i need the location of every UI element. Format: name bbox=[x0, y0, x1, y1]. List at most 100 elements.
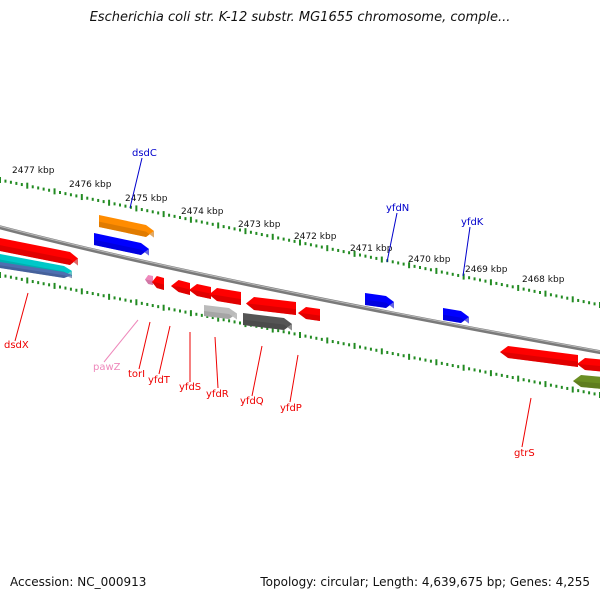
ruler-minor-tick bbox=[97, 293, 100, 297]
rna-feature[interactable] bbox=[99, 215, 154, 238]
ruler-minor-tick bbox=[309, 243, 312, 247]
ruler-minor-tick bbox=[266, 234, 269, 238]
ruler-major-tick bbox=[53, 188, 56, 195]
ruler-minor-tick bbox=[255, 231, 258, 235]
ruler-minor-tick bbox=[451, 364, 454, 368]
ruler-minor-tick bbox=[500, 373, 503, 377]
ruler-major-tick bbox=[353, 342, 356, 349]
ruler-major-tick bbox=[299, 239, 301, 246]
ruler-minor-tick bbox=[228, 226, 231, 230]
ruler-major-tick bbox=[53, 282, 56, 289]
ruler-minor-tick bbox=[348, 343, 351, 347]
ruler-label: 2470 kbp bbox=[408, 255, 451, 265]
gene-label-yfdn[interactable]: yfdN bbox=[386, 203, 409, 214]
ruler-minor-tick bbox=[266, 326, 269, 330]
red-right-feature[interactable] bbox=[577, 358, 600, 379]
ruler-minor-tick bbox=[64, 192, 67, 196]
ruler-minor-tick bbox=[320, 245, 323, 249]
ruler-minor-tick bbox=[566, 386, 569, 390]
torI-feature[interactable] bbox=[152, 276, 164, 297]
ruler-minor-tick bbox=[124, 298, 127, 302]
ruler-minor-tick bbox=[15, 276, 18, 280]
olive-feature[interactable] bbox=[573, 375, 600, 396]
gene-leader-line bbox=[251, 345, 263, 397]
ruler-major-tick bbox=[435, 267, 438, 274]
gene-label-gtrs[interactable]: gtrS bbox=[514, 448, 535, 459]
yfdS-feature[interactable] bbox=[189, 284, 211, 306]
ruler-minor-tick bbox=[359, 253, 361, 257]
dsdX-feature[interactable] bbox=[0, 238, 78, 266]
yfdQ-feature[interactable] bbox=[246, 297, 296, 323]
dsdC-feature[interactable] bbox=[94, 233, 149, 256]
ruler-minor-tick bbox=[402, 262, 405, 266]
ruler-minor-tick bbox=[233, 320, 236, 324]
grey-light-feature[interactable] bbox=[204, 305, 237, 320]
chromosome-backbone-highlight bbox=[0, 225, 600, 352]
ruler-minor-tick bbox=[566, 296, 569, 300]
gene-label-dsdx[interactable]: dsdX bbox=[4, 340, 29, 351]
ruler-minor-tick bbox=[424, 267, 427, 271]
yfdK-feature[interactable] bbox=[443, 308, 469, 324]
outer-ruler bbox=[0, 177, 600, 308]
gene-features[interactable] bbox=[0, 215, 600, 396]
ruler-major-tick bbox=[135, 299, 138, 306]
gene-label-yfdq[interactable]: yfdQ bbox=[240, 396, 264, 407]
ruler-minor-tick bbox=[429, 359, 432, 363]
ruler-minor-tick bbox=[369, 347, 372, 351]
ruler-minor-tick bbox=[577, 298, 580, 302]
gene-label-yfdt[interactable]: yfdT bbox=[148, 375, 171, 386]
ruler-minor-tick bbox=[506, 374, 509, 378]
gene-label-yfds[interactable]: yfdS bbox=[179, 382, 201, 393]
chromosome-backbone bbox=[0, 225, 600, 355]
gene-label-yfdr[interactable]: yfdR bbox=[206, 389, 229, 400]
gene-label-tori[interactable]: torI bbox=[128, 369, 145, 380]
yfdP-feature[interactable] bbox=[298, 307, 320, 328]
ruler-minor-tick bbox=[184, 217, 187, 221]
ruler-minor-tick bbox=[473, 368, 476, 372]
ruler-minor-tick bbox=[533, 289, 536, 293]
ruler-major-tick bbox=[162, 304, 165, 311]
ruler-minor-tick bbox=[560, 385, 563, 389]
ruler-major-tick bbox=[80, 288, 83, 295]
ruler-minor-tick bbox=[364, 346, 367, 350]
grey-dark-feature[interactable] bbox=[243, 313, 292, 331]
gene-label-pawz[interactable]: pawZ bbox=[93, 362, 121, 373]
ruler-minor-tick bbox=[140, 301, 143, 305]
ruler-minor-tick bbox=[511, 376, 514, 380]
gene-label-yfdk[interactable]: yfdK bbox=[461, 217, 484, 228]
gtrS-feature[interactable] bbox=[500, 346, 578, 374]
ruler-minor-tick bbox=[206, 221, 209, 225]
ruler-minor-tick bbox=[69, 193, 72, 197]
yfdR-feature[interactable] bbox=[209, 288, 241, 313]
ruler-minor-tick bbox=[282, 330, 285, 334]
yfdT-feature[interactable] bbox=[171, 280, 190, 302]
ruler-major-tick bbox=[489, 370, 492, 377]
pawZ-feature[interactable] bbox=[145, 275, 153, 290]
ruler-major-tick bbox=[408, 353, 411, 360]
ruler-minor-tick bbox=[484, 370, 487, 374]
ruler-minor-tick bbox=[309, 335, 312, 339]
ruler-label: 2475 kbp bbox=[125, 194, 168, 204]
ruler-major-tick bbox=[0, 177, 1, 183]
ruler-major-tick bbox=[135, 205, 138, 212]
gene-label-dsdc[interactable]: dsdC bbox=[132, 148, 157, 159]
yfdN-feature[interactable] bbox=[365, 293, 394, 309]
ruler-minor-tick bbox=[446, 362, 449, 366]
ruler-major-tick bbox=[299, 332, 301, 338]
ruler-minor-tick bbox=[124, 204, 127, 208]
ruler-minor-tick bbox=[97, 198, 100, 202]
ruler-minor-tick bbox=[484, 279, 487, 283]
ruler-minor-tick bbox=[200, 220, 203, 224]
ruler-minor-tick bbox=[413, 264, 416, 268]
steel-feature[interactable] bbox=[0, 262, 72, 279]
ruler-minor-tick bbox=[429, 268, 432, 272]
ruler-minor-tick bbox=[315, 336, 318, 340]
ruler-minor-tick bbox=[102, 294, 105, 298]
ruler-minor-tick bbox=[593, 302, 596, 306]
ruler-minor-tick bbox=[457, 365, 460, 369]
gene-label-yfdp[interactable]: yfdP bbox=[280, 403, 302, 414]
gene-leader-line bbox=[289, 354, 299, 403]
ruler-major-tick bbox=[326, 245, 329, 252]
ruler-label: 2468 kbp bbox=[522, 275, 565, 285]
